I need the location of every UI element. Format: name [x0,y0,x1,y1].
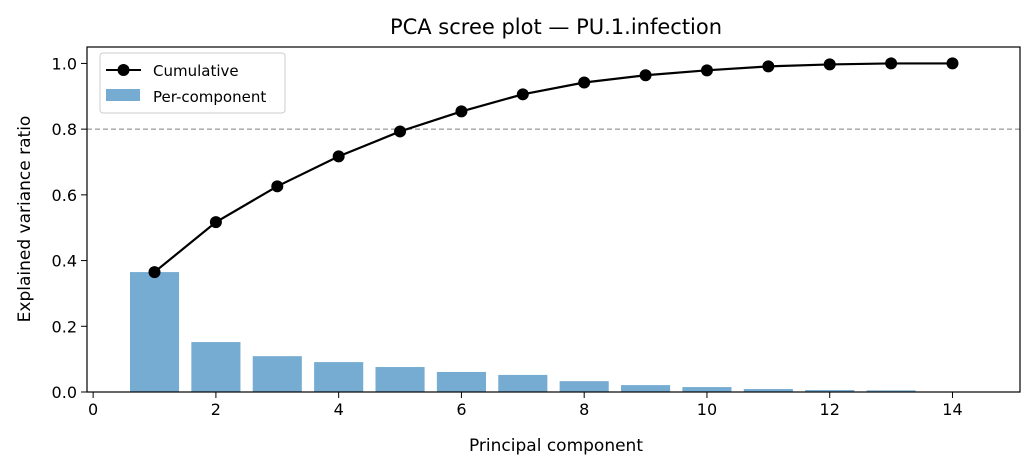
bar [559,381,609,392]
bar [191,342,241,392]
chart-title: PCA scree plot — PU.1.infection [390,15,722,39]
x-tick-label: 0 [88,400,98,419]
cumulative-point [332,150,345,163]
cumulative-point [639,69,652,82]
x-tick-label: 14 [942,400,962,419]
cumulative-point [823,58,836,71]
legend: Cumulative Per-component [99,52,286,114]
y-tick-label: 1.0 [52,54,77,73]
bar [375,367,425,392]
y-tick-label: 0.4 [52,252,77,271]
bar [252,356,302,392]
legend-cumulative: Cumulative [153,62,239,80]
cumulative-point [700,64,713,77]
bar [866,390,916,392]
x-tick-label: 2 [211,400,221,419]
y-tick-label: 0.0 [52,383,77,402]
cumulative-line [153,62,953,273]
bar [436,371,486,392]
x-tick-label: 6 [456,400,466,419]
cumulative-point [148,266,161,279]
x-tick-label: 4 [334,400,344,419]
legend-bar-swatch [106,89,140,101]
y-tick-label: 0.2 [52,317,77,336]
y-tick-label: 0.6 [52,186,77,205]
bar [314,362,364,392]
x-tick-label: 12 [820,400,840,419]
x-tick-label: 10 [697,400,717,419]
legend-per-component: Per-component [153,88,266,106]
plot-frame [86,46,1021,393]
bar [805,390,855,392]
bar [498,374,548,392]
bar [743,389,793,392]
cumulative-point [762,60,775,73]
cumulative-point [209,216,222,229]
cumulative-point [394,125,407,138]
bar [621,385,671,392]
x-axis-label: Principal component [469,436,643,456]
cumulative-point [516,88,529,101]
legend-dot-marker [117,64,130,76]
x-tick-label: 8 [579,400,589,419]
cumulative-point [946,57,959,70]
bar [682,387,732,392]
cumulative-point [578,76,591,89]
y-axis-label: Explained variance ratio [15,116,35,323]
cumulative-point [271,180,284,193]
cumulative-point [885,57,898,70]
cumulative-point [455,105,468,118]
bar [129,272,180,392]
y-tick-label: 0.8 [52,120,77,139]
